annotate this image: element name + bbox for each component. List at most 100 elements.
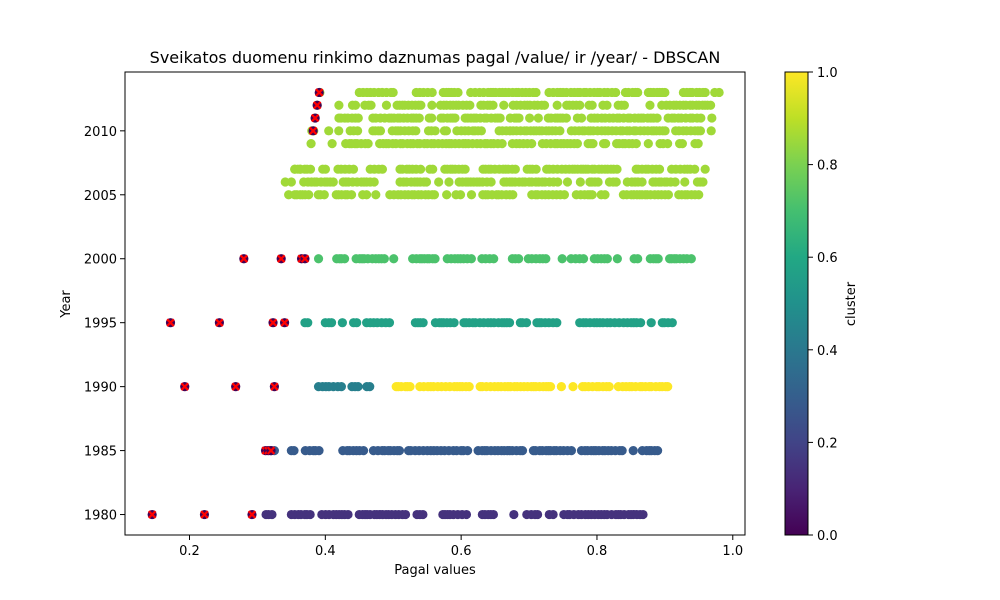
data-point — [418, 509, 428, 520]
data-point — [561, 113, 571, 123]
data-point — [680, 177, 690, 187]
data-point — [652, 113, 662, 123]
noise-x-marker — [147, 510, 157, 519]
data-point — [663, 139, 673, 149]
data-point — [306, 139, 316, 149]
noise-x-marker — [180, 382, 189, 391]
data-point — [601, 139, 611, 149]
x-tick-label: 0.8 — [587, 544, 608, 559]
data-point — [405, 382, 415, 392]
data-point — [578, 254, 589, 264]
data-point — [394, 445, 405, 456]
colorbar-tick-label: 0.2 — [817, 436, 838, 451]
data-point — [416, 100, 426, 110]
chart-title: Sveikatos duomenu rinkimo daznumas pagal… — [150, 48, 721, 67]
x-tick-label: 0.4 — [315, 544, 336, 559]
data-point — [488, 509, 499, 520]
data-point — [371, 190, 381, 200]
data-point — [576, 113, 587, 123]
noise-x-marker — [270, 382, 279, 391]
data-point — [670, 177, 680, 187]
data-point — [566, 445, 577, 456]
data-point — [559, 190, 570, 200]
data-point — [304, 190, 314, 200]
data-point — [421, 177, 432, 187]
data-point — [600, 190, 610, 200]
colorbar-tick-label: 0.8 — [817, 159, 838, 174]
data-point — [552, 318, 562, 328]
data-point — [334, 100, 344, 110]
data-point — [663, 190, 674, 200]
colorbar-tick-label: 0.6 — [817, 251, 838, 266]
noise-x-marker — [313, 101, 322, 110]
noise-x-marker — [166, 318, 175, 327]
data-point — [314, 445, 324, 456]
data-point — [305, 164, 316, 174]
noise-x-marker — [266, 446, 276, 455]
data-point — [588, 139, 598, 149]
data-point — [514, 254, 524, 264]
data-point — [602, 254, 612, 264]
colorbar-label: cluster — [844, 281, 859, 326]
data-point — [527, 139, 537, 149]
data-point — [444, 177, 454, 187]
data-point — [575, 100, 585, 110]
data-point — [353, 382, 363, 392]
data-point — [545, 382, 556, 392]
data-point — [548, 509, 558, 520]
data-point — [303, 318, 313, 328]
data-point — [430, 126, 440, 136]
data-point — [645, 100, 655, 110]
data-point — [442, 190, 452, 200]
data-point — [660, 126, 670, 136]
data-point — [706, 126, 716, 136]
data-point — [453, 87, 463, 98]
data-point — [350, 100, 361, 110]
data-point — [320, 164, 331, 174]
data-point — [463, 445, 473, 456]
data-point — [328, 177, 338, 187]
data-point — [531, 87, 541, 98]
data-point — [358, 445, 369, 456]
noise-markers — [147, 87, 324, 520]
data-point — [428, 164, 438, 174]
colorbar-tick-label: 0.4 — [817, 344, 838, 359]
data-point — [562, 177, 573, 187]
data-point — [572, 139, 582, 149]
data-point — [336, 382, 346, 392]
data-point — [464, 382, 474, 392]
data-point — [400, 509, 411, 520]
noise-x-marker — [268, 318, 278, 327]
data-point — [587, 190, 597, 200]
data-point — [334, 126, 344, 136]
data-point — [533, 113, 543, 123]
y-tick-label: 1990 — [84, 381, 117, 396]
data-point — [365, 382, 375, 392]
data-point — [416, 164, 426, 174]
data-point — [508, 190, 518, 200]
data-point — [654, 164, 665, 174]
scatter-points — [261, 87, 724, 520]
data-point — [326, 318, 337, 328]
data-point — [553, 177, 563, 187]
y-tick-label: 1980 — [84, 509, 117, 524]
noise-x-marker — [310, 113, 320, 123]
data-point — [628, 445, 638, 456]
data-point — [504, 318, 515, 328]
data-point — [352, 318, 362, 328]
data-point — [369, 177, 379, 187]
y-axis-label: Year — [59, 290, 74, 319]
data-point — [700, 87, 710, 98]
noise-x-marker — [280, 318, 289, 327]
data-point — [305, 509, 315, 520]
data-point — [384, 318, 395, 328]
data-point — [377, 164, 388, 174]
data-point — [361, 190, 372, 200]
data-point — [696, 113, 706, 123]
data-point — [604, 382, 614, 392]
data-point — [429, 190, 440, 200]
data-point — [525, 113, 535, 123]
data-point — [643, 139, 653, 149]
data-point — [379, 254, 389, 264]
